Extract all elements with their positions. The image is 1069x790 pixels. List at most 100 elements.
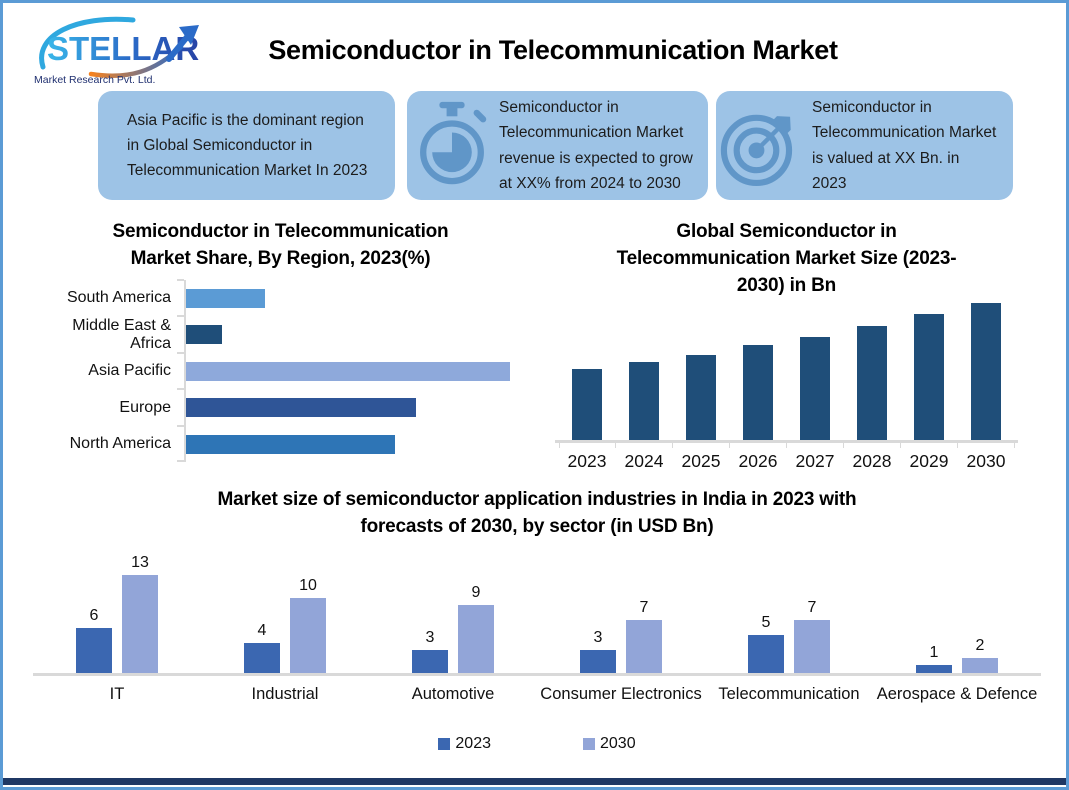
value-label: 6 [89,606,99,624]
legend-label: 2030 [600,734,636,752]
market-size-plot [555,302,1018,443]
category-label: Europe [119,398,171,416]
tick-mark [844,442,901,448]
value-label: 3 [593,628,603,646]
tick-mark [958,442,1015,448]
bar-column: 6 [76,607,112,673]
value-label: 10 [299,576,317,594]
bar-column: 7 [794,599,830,673]
stopwatch-icon [407,98,497,194]
india-applications-plot: 6 13 4 10 3 9 3 7 5 7 1 2 [33,550,1041,676]
bar-column [787,306,844,440]
bar-2025 [686,354,716,440]
chart-title-line: forecasts of 2030, by sector (in USD Bn) [360,515,714,537]
chart-title: Market size of semiconductor application… [33,487,1041,541]
region-row: South America [38,278,523,317]
bar-column [901,306,958,440]
category-label: Telecommunication [718,684,860,703]
bar-middle-east-africa [186,325,222,345]
bar-track [177,424,523,463]
bar-column: 3 [580,629,616,673]
legend-item-2030: 2030 [583,735,636,753]
tick-mark [616,442,673,448]
bar-south-america [186,288,265,308]
value-label: 9 [471,583,481,601]
x-axis-labels: IT Industrial Automotive Consumer Electroni… [33,685,1041,704]
info-box-valuation: Semiconductor in Telecommunication Marke… [716,91,1013,200]
chart-title-line: Market Share, By Region, 2023(%) [130,247,431,269]
info-box-text: Semiconductor in Telecommunication Marke… [499,99,693,192]
category-label: Aerospace & Defence [876,684,1038,703]
bar-2030 [458,604,494,673]
bar-2023 [244,642,280,673]
bar-column [730,306,787,440]
x-axis-ticks [555,442,1018,448]
value-label: 3 [425,628,435,646]
bar-column: 5 [748,614,784,673]
bar-column: 4 [244,622,280,673]
stellar-logo-icon: STELLAR Market Research Pvt. Ltd. [34,16,199,86]
tick-mark [558,442,616,448]
brand-logo: STELLAR Market Research Pvt. Ltd. [29,13,225,94]
bar-2030 [626,619,662,673]
legend-swatch-2023 [438,737,451,750]
bar-track [177,351,523,390]
bar-2023 [580,649,616,673]
chart-title-line: Market size of semiconductor application… [217,489,857,510]
category-label: IT [109,684,125,703]
region-share-plot: South America Middle East & Africa Asia Pa… [38,278,523,463]
x-axis-labels: 2023 2024 2025 2026 2027 2028 2029 2030 [555,451,1018,472]
bar-column: 10 [290,577,326,673]
bar-europe [186,398,416,418]
legend-label: 2023 [455,734,491,752]
info-box-text: Semiconductor in Telecommunication Marke… [812,99,997,192]
bar-2023 [76,627,112,673]
bar-track [177,315,523,353]
region-row: Europe [38,388,523,426]
bar-column: 13 [122,554,158,673]
region-row: Asia Pacific [38,351,523,390]
page-title: Semiconductor in Telecommunication Marke… [268,35,838,65]
bar-2023 [748,634,784,673]
info-box-region: Asia Pacific is the dominant region in G… [98,91,395,200]
tick-mark [730,442,787,448]
bar-2030 [122,574,158,673]
value-label: 2 [975,636,985,654]
bar-column [958,302,1015,440]
bar-column: 7 [626,599,662,673]
value-label: 13 [131,553,149,571]
bar-2024 [629,361,659,440]
bar-column [673,306,730,440]
chart-title: Global Semiconductor in Telecommunicatio… [555,219,1018,300]
bar-2030 [290,597,326,673]
bar-column [844,306,901,440]
tick-mark [901,442,958,448]
bar-2030 [962,657,998,673]
bar-2028 [857,325,887,440]
x-axis-label: 2023 [567,450,607,471]
chart-title-line: Semiconductor in Telecommunication [112,221,449,242]
chart-legend: 2023 2030 [33,735,1041,753]
bar-group: 4 10 [201,577,369,673]
category-label: Consumer Electronics [540,684,702,703]
category-label: Asia Pacific [88,362,171,380]
bar-2026 [743,344,773,440]
region-row: North America [38,424,523,463]
bar-2023 [412,649,448,673]
bar-column: 1 [916,644,952,673]
x-axis-label: 2024 [624,450,664,471]
bar-2023 [916,664,952,673]
bar-2030 [971,302,1001,440]
tick-mark [787,442,844,448]
chart-title-line: Global Semiconductor in [676,221,897,242]
logo-swoosh [39,16,136,70]
tick-mark [673,442,730,448]
x-axis-label: 2025 [681,450,721,471]
value-label: 7 [639,598,649,616]
bar-column: 9 [458,584,494,673]
info-box-growth: Semiconductor in Telecommunication Marke… [407,91,708,200]
